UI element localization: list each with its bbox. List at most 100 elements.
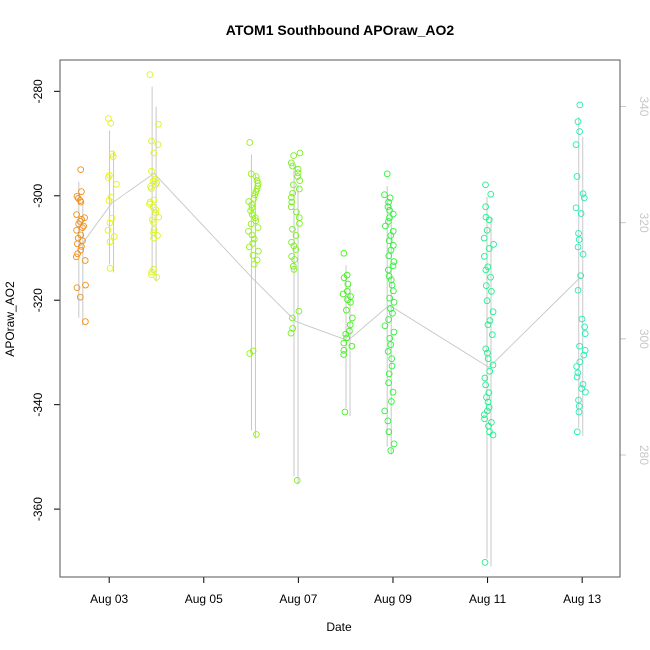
- data-point: [248, 204, 256, 212]
- data-point: [480, 253, 488, 260]
- data-point: [484, 321, 492, 329]
- data-point: [295, 185, 303, 193]
- data-point: [576, 101, 584, 109]
- data-point: [73, 226, 80, 234]
- data-point: [385, 252, 393, 260]
- data-point: [486, 317, 494, 324]
- data-point: [78, 188, 85, 195]
- data-point: [385, 370, 393, 378]
- data-point: [386, 294, 393, 302]
- data-point: [573, 363, 580, 370]
- data-point: [482, 181, 489, 189]
- data-point: [487, 273, 494, 281]
- data-point: [390, 298, 398, 306]
- y2-tick-label: 320: [637, 213, 650, 233]
- data-point: [573, 428, 581, 436]
- data-point: [340, 339, 348, 347]
- data-point: [73, 284, 81, 292]
- data-point: [389, 388, 397, 396]
- data-point: [296, 220, 303, 227]
- data-point: [80, 222, 87, 230]
- x-tick-label: Aug 13: [563, 592, 601, 606]
- data-point: [340, 249, 348, 257]
- data-point: [253, 431, 260, 438]
- x-tick-label: Aug 09: [374, 592, 412, 606]
- data-point: [574, 243, 582, 251]
- data-point: [150, 149, 158, 157]
- data-point: [155, 120, 162, 128]
- data-point: [77, 166, 85, 174]
- data-point: [343, 306, 350, 314]
- data-point: [582, 388, 589, 396]
- data-point: [78, 243, 85, 250]
- data-point: [384, 266, 392, 274]
- data-point: [383, 170, 391, 178]
- data-point: [578, 385, 585, 392]
- data-point: [347, 298, 354, 306]
- data-point: [385, 218, 392, 225]
- data-point: [340, 347, 348, 354]
- data-point: [489, 361, 497, 369]
- data-point: [579, 190, 587, 198]
- data-point: [154, 141, 162, 148]
- y2-tick-label: 280: [637, 445, 650, 465]
- data-point: [296, 177, 304, 184]
- secondary-trace-connector: [80, 172, 582, 368]
- data-point: [487, 190, 495, 198]
- data-point: [348, 314, 356, 322]
- data-point: [576, 358, 584, 366]
- data-point: [289, 162, 296, 170]
- data-point: [287, 203, 295, 211]
- data-point: [482, 203, 490, 211]
- data-point: [386, 214, 393, 222]
- data-point: [292, 232, 300, 239]
- y-tick-label: -300: [31, 183, 45, 207]
- data-point: [104, 226, 112, 234]
- data-point: [290, 266, 298, 273]
- data-point: [245, 243, 253, 251]
- data-point: [109, 153, 117, 160]
- data-point: [153, 273, 160, 281]
- data-point: [150, 196, 157, 204]
- data-point: [296, 149, 304, 157]
- x-tick-label: Aug 03: [90, 592, 128, 606]
- data-point: [252, 217, 260, 225]
- y-tick-label: -320: [31, 288, 45, 312]
- data-point: [339, 290, 347, 298]
- data-point: [254, 182, 262, 190]
- data-point: [489, 431, 497, 439]
- data-point: [150, 226, 158, 234]
- data-point: [384, 203, 392, 211]
- data-point: [250, 195, 258, 202]
- data-point: [82, 281, 89, 289]
- data-point: [574, 118, 582, 125]
- data-point: [580, 351, 588, 359]
- data-point: [388, 398, 395, 405]
- data-point: [294, 173, 301, 180]
- data-point: [575, 396, 582, 404]
- data-point: [385, 237, 393, 245]
- data-point: [250, 260, 258, 268]
- data-point: [482, 345, 490, 353]
- data-point: [249, 239, 257, 247]
- data-point: [289, 262, 297, 270]
- data-point: [382, 222, 389, 230]
- y-tick-label: -360: [31, 497, 45, 521]
- data-point: [245, 227, 252, 235]
- data-point: [287, 159, 295, 167]
- data-point: [294, 169, 302, 177]
- data-point: [294, 165, 302, 173]
- data-point: [148, 271, 155, 278]
- data-point: [74, 250, 81, 258]
- data-point: [252, 173, 260, 180]
- data-point: [481, 415, 488, 423]
- data-point: [386, 194, 394, 202]
- data-point: [485, 216, 493, 224]
- data-point: [581, 323, 588, 331]
- data-point: [288, 198, 296, 206]
- data-point: [385, 272, 393, 280]
- data-point: [344, 280, 352, 288]
- data-point: [576, 128, 583, 135]
- data-point: [150, 219, 157, 226]
- data-point: [574, 369, 582, 377]
